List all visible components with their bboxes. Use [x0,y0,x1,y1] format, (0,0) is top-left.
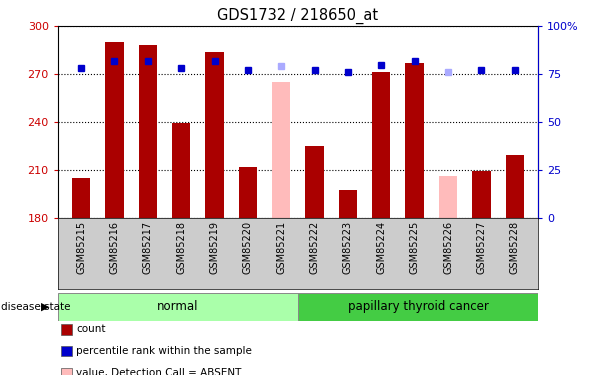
Bar [105,42,123,218]
Text: GSM85227: GSM85227 [477,221,486,274]
Bar [339,190,357,217]
Text: count: count [76,324,106,334]
Text: disease state: disease state [1,302,70,312]
Text: papillary thyroid cancer: papillary thyroid cancer [348,300,488,313]
Text: GSM85220: GSM85220 [243,221,253,274]
Bar [506,155,524,218]
Title: GDS1732 / 218650_at: GDS1732 / 218650_at [217,7,379,24]
Bar [239,166,257,218]
Bar [305,146,324,218]
Text: GSM85225: GSM85225 [410,221,420,274]
Text: ▶: ▶ [41,302,49,312]
Bar [139,45,157,218]
Text: percentile rank within the sample: percentile rank within the sample [76,346,252,356]
Bar [439,176,457,218]
Text: GSM85219: GSM85219 [210,221,219,274]
Bar [406,63,424,217]
Bar [472,171,491,217]
Text: GSM85221: GSM85221 [276,221,286,274]
Bar [372,72,390,217]
Bar [272,82,291,218]
Text: GSM85215: GSM85215 [76,221,86,274]
Text: GSM85218: GSM85218 [176,221,186,274]
Text: normal: normal [157,300,199,313]
Text: GSM85222: GSM85222 [309,221,320,274]
Bar [58,292,298,321]
Text: GSM85228: GSM85228 [510,221,520,274]
Text: GSM85223: GSM85223 [343,221,353,274]
Text: GSM85226: GSM85226 [443,221,453,274]
Text: GSM85216: GSM85216 [109,221,119,274]
Bar [72,178,90,218]
Bar [172,123,190,218]
Bar [206,52,224,217]
Bar [298,292,538,321]
Text: value, Detection Call = ABSENT: value, Detection Call = ABSENT [76,368,241,375]
Text: GSM85224: GSM85224 [376,221,386,274]
Text: GSM85217: GSM85217 [143,221,153,274]
